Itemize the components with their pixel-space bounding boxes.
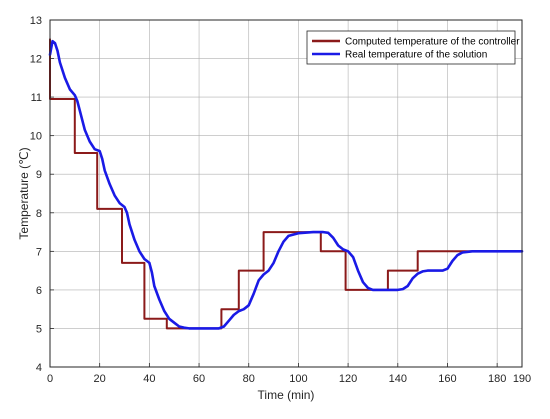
- legend-label-computed: Computed temperature of the controller: [345, 37, 520, 48]
- x-tick-label: 140: [389, 373, 407, 385]
- x-tick-label: 0: [47, 373, 53, 385]
- legend-box: [306, 30, 516, 65]
- y-tick-label: 4: [36, 362, 42, 374]
- y-tick-label: 8: [36, 208, 42, 220]
- y-tick-label: 12: [30, 54, 42, 66]
- y-tick-label: 7: [36, 246, 42, 258]
- y-axis-label: Temperature (℃): [17, 147, 31, 239]
- x-tick-label: 80: [243, 373, 255, 385]
- series-line-computed: [49, 38, 523, 330]
- x-tick-label: 40: [143, 373, 155, 385]
- x-tick-label: 120: [339, 373, 357, 385]
- plot-border: [49, 19, 523, 368]
- plot-area: [50, 20, 522, 367]
- series-line-real: [48, 39, 524, 330]
- x-axis-ticks: 0 20 40 60 80 100 120 140 160 180 190: [47, 363, 531, 385]
- x-tick-label: 20: [94, 373, 106, 385]
- x-tick-label: 60: [193, 373, 205, 385]
- legend-label-real: Real temperature of the solution: [345, 50, 487, 61]
- y-tick-label: 11: [31, 92, 42, 104]
- y-axis-ticks: 4 5 6 7 8 9 10 11 12 13: [30, 15, 54, 374]
- x-tick-label: 160: [438, 373, 456, 385]
- series-layer: [48, 38, 524, 330]
- legend: Computed temperature of the controller R…: [306, 30, 520, 65]
- y-tick-label: 5: [36, 323, 42, 335]
- x-tick-label: 180: [488, 373, 506, 385]
- y-tick-label: 6: [36, 285, 42, 297]
- y-tick-label: 9: [36, 169, 42, 181]
- x-axis-label: Time (min): [258, 388, 315, 402]
- y-tick-label: 10: [30, 131, 42, 143]
- x-tick-label: 100: [289, 373, 307, 385]
- y-tick-label: 13: [30, 15, 42, 27]
- x-tick-label: 190: [513, 373, 531, 385]
